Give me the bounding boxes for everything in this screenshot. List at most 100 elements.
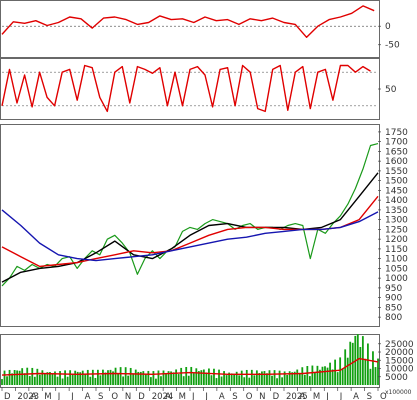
volume-bar [223, 371, 225, 385]
y-tick-label: 1000 [385, 274, 408, 284]
volume-bar [89, 376, 92, 385]
volume-bar [86, 369, 89, 385]
volume-bar [248, 377, 251, 385]
volume-bar [175, 369, 178, 385]
volume-bar [21, 368, 24, 385]
volume-bar [195, 368, 198, 385]
volume-bar [76, 371, 79, 385]
y-tick-label: 900 [385, 294, 402, 304]
volume-bar [79, 372, 82, 385]
x-tick-label: J [57, 392, 61, 400]
volume-bar [99, 375, 102, 385]
volume-bar [61, 378, 64, 385]
volume-bar [114, 367, 117, 385]
volume-bar [170, 371, 172, 385]
volume-bar [129, 367, 132, 385]
y-tick-label: 1750 [385, 128, 408, 138]
volume-bar [157, 370, 160, 385]
volume-bar [132, 373, 135, 385]
volume-bar [351, 342, 354, 385]
y-tick-label: 1350 [385, 206, 408, 216]
volume-bar [28, 376, 31, 385]
volume-bar [273, 370, 276, 385]
volume-bar [8, 369, 11, 385]
y-tick-label: 1700 [385, 138, 408, 148]
volume-bar [306, 366, 309, 385]
volume-bar [311, 365, 314, 385]
volume-bar [271, 375, 273, 385]
volume-bar [308, 376, 311, 385]
volume-bar [303, 374, 306, 385]
y-tick-label: 1450 [385, 186, 408, 196]
volume-bar [59, 371, 61, 385]
series-line-oscillator-mid-0 [1, 64, 371, 113]
volume-bar [160, 376, 162, 385]
volume-bar [122, 376, 125, 385]
x-tick-label: 2024 [152, 392, 174, 400]
x-tick-label: A [165, 392, 171, 400]
volume-bar [3, 370, 6, 385]
volume-bar [336, 372, 339, 385]
y-tick-label: 1600 [385, 157, 408, 167]
y-tick-label: 1550 [385, 167, 408, 177]
volume-bar [144, 374, 147, 385]
volume-bar [233, 373, 236, 385]
x-tick-label: J [325, 392, 329, 400]
volume-bar [167, 371, 170, 385]
x-tick-label: D [4, 392, 11, 400]
y-tick-label: 1100 [385, 255, 408, 265]
volume-bar [215, 378, 218, 385]
volume-bar [185, 366, 188, 385]
x-tick-label: D [138, 392, 145, 400]
volume-bar [84, 374, 87, 385]
y-tick-label: 5000 [385, 373, 408, 383]
y-tick-label: 1150 [385, 245, 408, 255]
y-tick-label: 800 [385, 313, 402, 323]
volume-bar [180, 367, 183, 385]
volume-bar [147, 370, 150, 385]
volume-bar [6, 376, 8, 385]
x-tick-label: J [70, 392, 74, 400]
volume-bar [377, 358, 379, 385]
volume-bar [11, 373, 13, 385]
volume-bar [276, 378, 278, 385]
y-tick-label: 10000 [385, 365, 414, 375]
series-line-price-0 [1, 143, 379, 287]
volume-bar [288, 371, 291, 385]
chart-marks [1, 5, 379, 385]
volume-bar [200, 370, 203, 385]
x-tick-label: O [246, 392, 253, 400]
volume-bar [124, 367, 127, 385]
volume-bar [359, 346, 362, 385]
volume-bar [364, 358, 367, 385]
volume-bar [49, 372, 51, 385]
volume-bar [197, 371, 200, 385]
volume-bar [341, 368, 344, 385]
volume-bar [112, 371, 114, 385]
volume-bar [205, 372, 208, 385]
volume-bar [339, 357, 342, 385]
volume-bar [119, 367, 122, 385]
volume-bar [13, 370, 16, 385]
volume-bar [134, 369, 137, 385]
volume-bar [41, 370, 44, 385]
x-tick-label: 2023 [17, 392, 39, 400]
volume-bar [149, 377, 152, 385]
volume-bar [96, 369, 99, 385]
volume-bar [281, 377, 284, 385]
y-tick-label: 1200 [385, 235, 408, 245]
x-tick-label: J [191, 392, 195, 400]
volume-bar [261, 371, 263, 385]
x-tick-label: N [125, 392, 131, 400]
x-tick-label: N [259, 392, 265, 400]
y-tick-label: 1300 [385, 216, 408, 226]
volume-bar [361, 336, 364, 385]
volume-bar [177, 374, 180, 385]
volume-bar [71, 374, 74, 385]
volume-bar [326, 367, 329, 385]
volume-bar [56, 376, 59, 385]
volume-bar [142, 371, 145, 385]
x-tick-label: M [179, 392, 186, 400]
volume-bar [74, 370, 77, 385]
